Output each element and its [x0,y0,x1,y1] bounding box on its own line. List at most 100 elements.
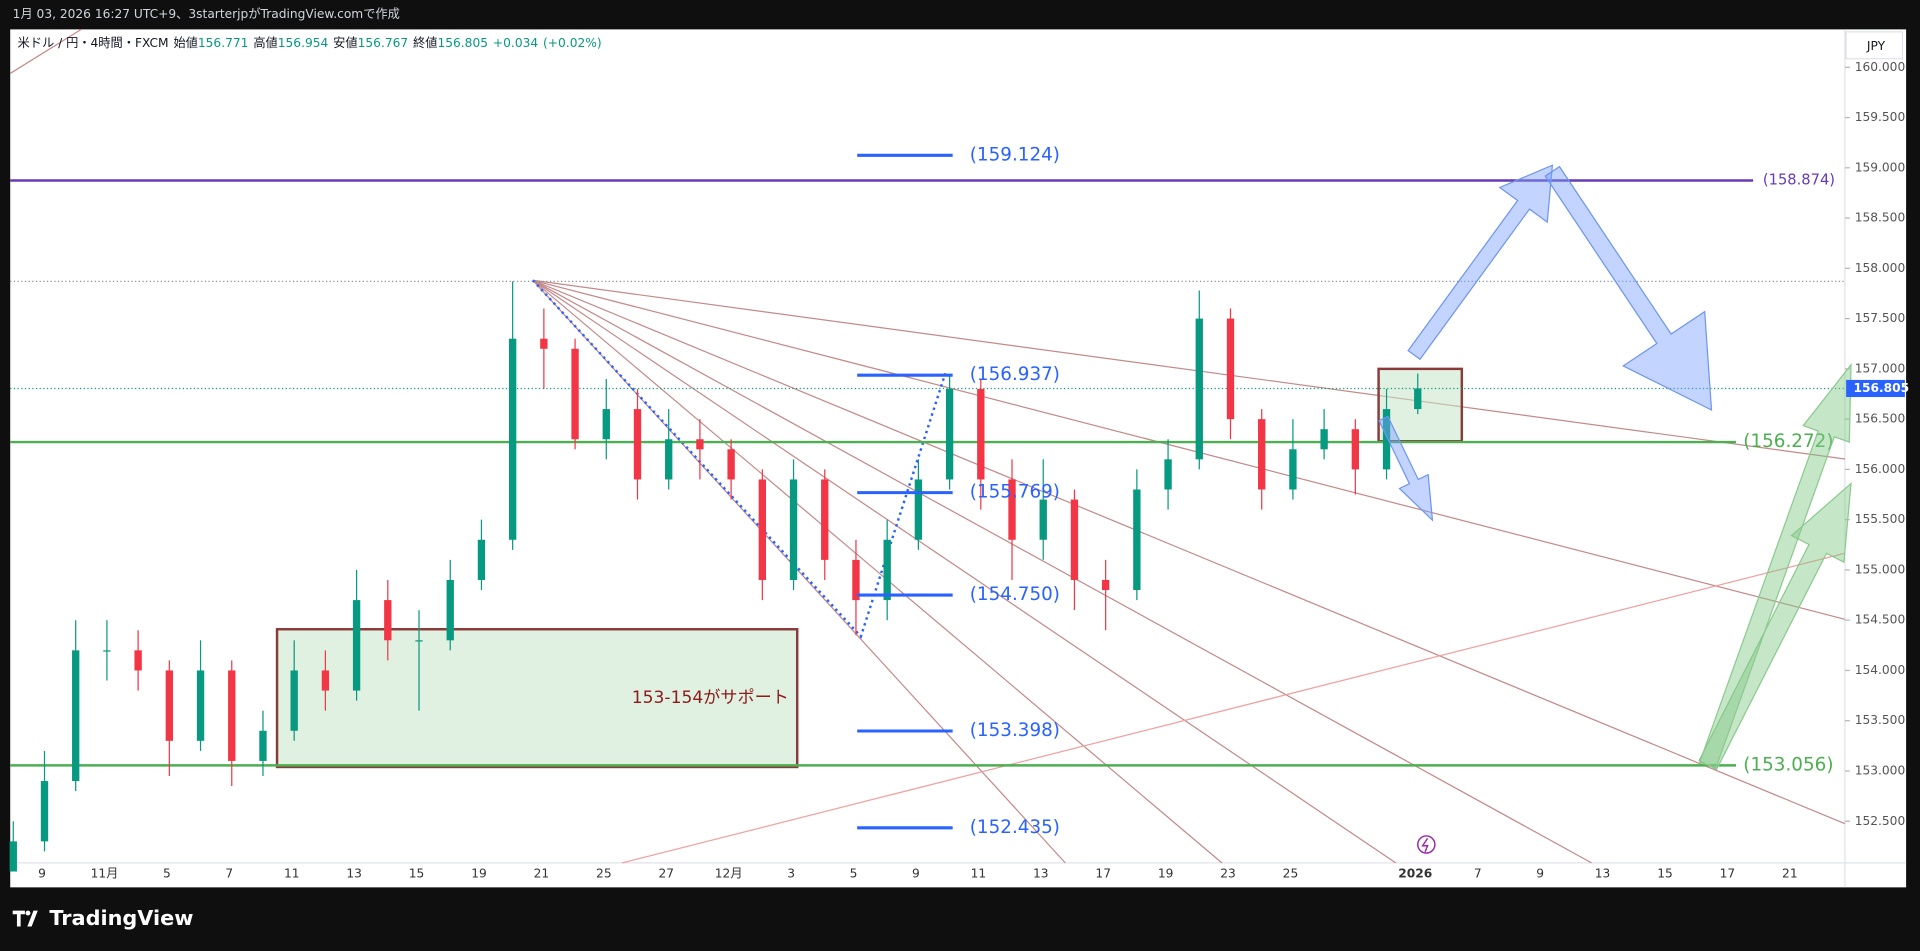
x-tick-label: 15 [1657,866,1673,880]
candle-body [821,479,829,560]
y-tick-label: 160.000 [1855,60,1906,74]
level-label: (152.435) [970,817,1060,838]
event-icon [1421,837,1429,853]
candle-body [883,539,891,601]
y-tick-label: 157.000 [1855,361,1906,375]
arrow [1698,481,1852,771]
candle-body [228,670,236,761]
horizontal-line-label: (156.272) [1743,431,1833,452]
candle-body [384,600,392,641]
currency-box [1845,31,1904,60]
candle-body [665,439,673,480]
candle-body [758,479,767,580]
candle-body [446,579,454,641]
candle-body [508,338,517,540]
y-tick-label: 153.500 [1855,713,1906,727]
candle-body [1164,459,1172,490]
price-tag [1846,379,1905,398]
candle-body [945,388,954,480]
x-tick-label: 13 [1033,866,1049,880]
legend-item: 安値 [333,34,357,49]
trend-line [532,279,1846,620]
candle-body [259,730,267,761]
level-label: (153.398) [970,720,1060,741]
trend-line [532,279,1846,825]
candle-body [1258,419,1266,490]
candle-body [415,640,423,642]
x-tick-label: 21 [534,866,550,880]
x-tick-label: 23 [1220,866,1236,880]
zone-label: 153-154がサポート [632,688,789,708]
x-tick-label: 25 [596,866,612,880]
candle-body [321,670,330,691]
candle-body [696,439,704,450]
candle-body [196,670,205,741]
candle-body [852,559,860,601]
legend-item: 始値 [173,34,197,49]
candle-body [977,388,985,480]
legend-item: 156.767 [358,35,409,49]
x-tick-label: 27 [658,866,674,880]
x-tick-label: 19 [1158,866,1174,880]
currency: JPY [1866,39,1886,53]
candle-body [165,670,174,741]
header-caption: 1月 03, 2026 16:27 UTC+9、3starterjpがTradi… [13,6,400,21]
candle-body [40,781,49,842]
dotted-path [531,279,947,639]
candle-body [1226,318,1235,420]
y-tick-label: 155.000 [1855,562,1906,576]
candle-body [633,409,642,480]
x-tick-label: 7 [1474,866,1482,880]
y-tick-label: 152.500 [1855,814,1906,828]
arrow [1407,164,1554,361]
trend-line [622,552,1846,864]
candle-body [352,600,361,691]
legend: 米ドル / 円・4時間・FXCM 始値156.771 高値156.954 安値156.… [18,34,602,49]
candle-body [1195,318,1203,460]
candle-body [9,841,17,872]
x-tick-label: 11 [971,866,987,880]
x-tick-label: 5 [163,866,171,880]
candle-body [290,670,298,731]
candle-body [1320,429,1328,450]
candle-body [1351,429,1360,470]
y-tick-label: 154.000 [1855,663,1906,677]
y-tick-label: 159.000 [1855,160,1906,174]
arrow [1544,165,1713,412]
x-tick-label: 25 [1283,866,1299,880]
x-tick-label: 21 [1782,866,1798,880]
x-tick-label: 13 [346,866,362,880]
x-tick-label: 9 [38,866,46,880]
candle-body [914,479,923,540]
candle-body [1414,388,1422,410]
legend-item: (+0.02%) [543,35,602,49]
legend-item: 156.771 [198,35,249,49]
logo-mark [25,910,31,916]
brand: TradingView [49,906,193,930]
candle-body [72,650,80,782]
candle-body [1070,499,1079,580]
trend-line [9,28,82,74]
legend-item: 終値 [413,34,437,49]
level-label: (155.769) [970,482,1060,503]
horizontal-line-label: (153.056) [1743,754,1833,775]
candle-body [602,409,610,440]
y-tick-label: 156.500 [1855,412,1906,426]
x-tick-label: 3 [787,866,795,880]
candle-body [477,539,486,580]
x-tick-label: 2026 [1398,866,1432,880]
legend-item: 米ドル / 円・4時間・FXCM [18,35,169,49]
legend-item: 156.805 [437,35,488,49]
candle-body [134,650,142,671]
candle-body [1382,409,1391,470]
x-tick-label: 9 [912,866,920,880]
candle-body [1101,579,1110,591]
candle-body [1008,479,1016,540]
x-tick-label: 9 [1536,866,1544,880]
x-tick-label: 15 [409,866,425,880]
arrow [1378,415,1434,522]
y-tick-label: 157.500 [1855,311,1906,325]
y-tick-label: 155.500 [1855,512,1906,526]
y-tick-label: 158.500 [1855,211,1906,225]
x-tick-label: 5 [850,866,858,880]
